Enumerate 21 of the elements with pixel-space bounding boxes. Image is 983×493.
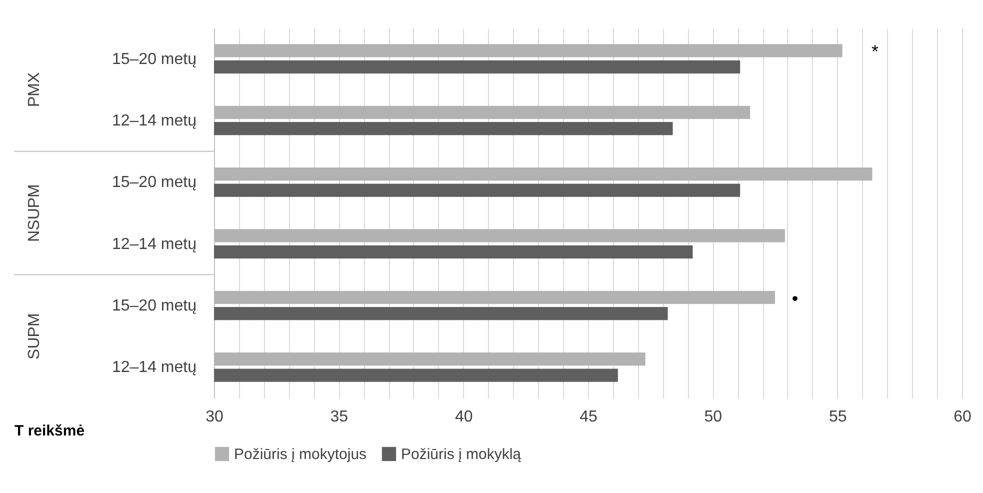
- y-tick-label: 15–20 metų: [112, 298, 197, 314]
- text: SUPM: [26, 313, 43, 360]
- legend-label: Požiūris į mokytojus: [234, 446, 367, 463]
- y-tick-label: 12–14 metų: [112, 112, 197, 130]
- x-tick-label: 40: [454, 408, 473, 426]
- y-tick-label: 15–20 metų: [112, 174, 197, 192]
- x-tick-label: 55: [828, 408, 847, 426]
- y-tick-label: 15–20 metų: [112, 50, 197, 68]
- text: PMX: [26, 72, 43, 108]
- annotation: •: [792, 288, 798, 308]
- x-tick-label: 45: [580, 408, 598, 426]
- x-tick-label: 30: [206, 408, 224, 426]
- legend-label: Požiūris į mokyklą: [401, 446, 522, 463]
- text: NSUPM: [26, 184, 43, 242]
- x-tick-label: 50: [704, 408, 722, 426]
- annotation: *: [871, 42, 879, 62]
- x-axis-title: T reikšmė: [14, 422, 85, 440]
- x-tick-label: 60: [954, 408, 972, 426]
- y-tick-label: 12–14 metų: [112, 236, 197, 253]
- x-tick-label: 35: [330, 408, 348, 426]
- y-tick-label: 12–14 metų: [112, 359, 197, 376]
